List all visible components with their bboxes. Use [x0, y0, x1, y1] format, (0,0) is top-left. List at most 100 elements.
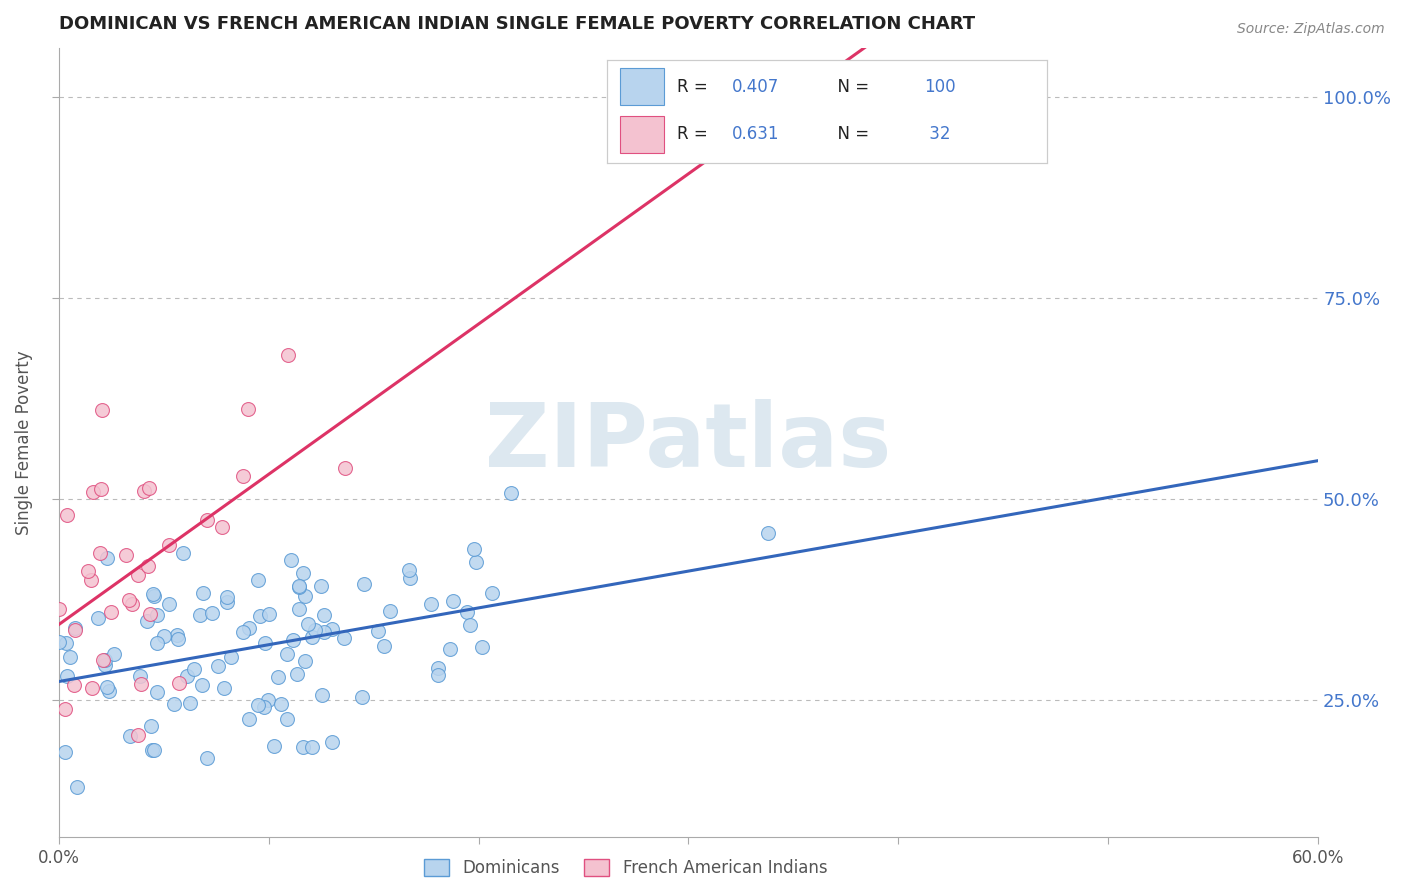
Point [146, 607, 169, 622]
Point [183, 663, 205, 677]
Point [146, 685, 169, 699]
Point [63, 678, 86, 692]
Point [281, 633, 304, 648]
Point [373, 639, 395, 653]
Point [188, 607, 211, 622]
Point [236, 402, 259, 417]
Point [191, 678, 214, 692]
Point [63, 624, 86, 638]
Point [426, 668, 449, 682]
Point [314, 625, 336, 640]
Point [291, 739, 314, 754]
Point [96, 681, 118, 695]
Point [157, 538, 180, 552]
Point [481, 586, 503, 600]
Point [179, 696, 201, 710]
Point [87, 610, 110, 624]
Point [117, 592, 139, 607]
Point [321, 622, 343, 636]
Point [82, 484, 104, 499]
Point [304, 623, 326, 637]
Point [246, 698, 269, 712]
Point [238, 621, 260, 635]
Point [399, 571, 422, 585]
Point [333, 461, 356, 475]
Point [143, 742, 166, 756]
Point [77, 565, 100, 579]
Point [167, 632, 190, 646]
Point [163, 697, 186, 711]
Point [756, 525, 779, 540]
Point [460, 618, 482, 632]
Point [464, 555, 486, 569]
Point [172, 546, 194, 560]
Point [139, 718, 162, 732]
Point [219, 650, 242, 665]
Point [277, 349, 299, 363]
Point [291, 566, 314, 581]
Point [90, 483, 112, 497]
Point [253, 635, 276, 649]
Point [501, 486, 523, 500]
Point [276, 712, 298, 726]
Point [398, 563, 420, 577]
Point [232, 469, 254, 483]
Point [249, 609, 271, 624]
Point [301, 630, 323, 644]
Point [294, 589, 316, 603]
Point [89, 546, 111, 560]
Point [353, 577, 375, 591]
Point [276, 648, 298, 662]
Point [166, 628, 188, 642]
Point [121, 597, 143, 611]
Point [270, 697, 292, 711]
Point [141, 742, 163, 756]
Point [352, 690, 374, 704]
Point [115, 548, 138, 562]
Point [285, 666, 308, 681]
Point [427, 661, 450, 675]
Text: ZIPatlas: ZIPatlas [485, 400, 891, 486]
Text: Source: ZipAtlas.com: Source: ZipAtlas.com [1237, 22, 1385, 37]
Point [195, 513, 218, 527]
Point [193, 586, 215, 600]
Point [297, 616, 319, 631]
Point [118, 729, 141, 743]
Point [55, 508, 77, 523]
Point [145, 636, 167, 650]
Point [367, 624, 389, 638]
Point [157, 597, 180, 611]
Point [143, 589, 166, 603]
Point [232, 625, 254, 640]
Point [48, 602, 70, 616]
Point [59, 649, 82, 664]
Point [195, 751, 218, 765]
Point [257, 693, 280, 707]
Point [132, 484, 155, 499]
Point [215, 590, 238, 604]
Point [441, 593, 464, 607]
Point [287, 580, 309, 594]
Point [66, 780, 89, 794]
Point [321, 734, 343, 748]
Point [253, 700, 276, 714]
Y-axis label: Single Female Poverty: Single Female Poverty [15, 351, 32, 535]
Point [238, 712, 260, 726]
Point [463, 541, 485, 556]
Point [332, 631, 354, 645]
Point [53, 745, 76, 759]
Point [127, 728, 149, 742]
Point [129, 677, 152, 691]
Point [215, 595, 238, 609]
Point [211, 520, 233, 534]
Text: DOMINICAN VS FRENCH AMERICAN INDIAN SINGLE FEMALE POVERTY CORRELATION CHART: DOMINICAN VS FRENCH AMERICAN INDIAN SING… [59, 15, 974, 33]
Point [420, 597, 443, 611]
Point [103, 647, 125, 661]
Point [263, 739, 285, 753]
Point [96, 550, 118, 565]
Point [201, 606, 224, 620]
Point [90, 403, 112, 417]
Legend: Dominicans, French American Indians: Dominicans, French American Indians [418, 853, 834, 884]
Point [176, 669, 198, 683]
Point [294, 654, 316, 668]
